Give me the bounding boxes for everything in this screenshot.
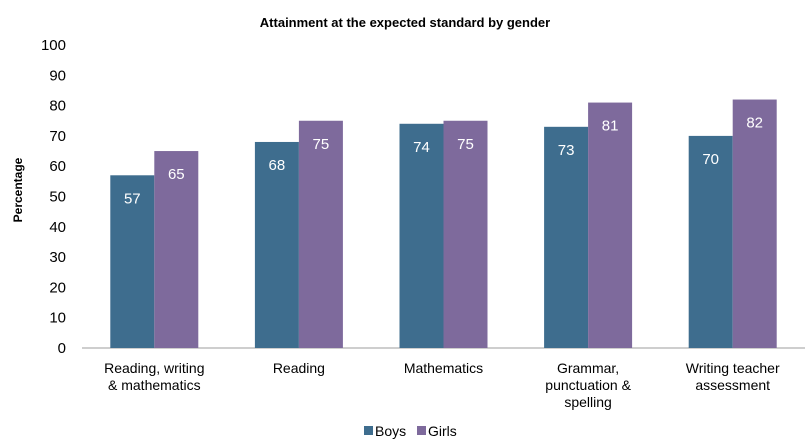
- data-label-boys-4: 73: [558, 142, 575, 159]
- y-tick-label: 40: [49, 219, 66, 236]
- y-tick-label: 70: [49, 128, 66, 145]
- y-tick-label: 60: [49, 158, 66, 175]
- y-tick-label: 50: [49, 189, 66, 206]
- category-label: Grammar, punctuation & spelling: [545, 360, 631, 410]
- data-label-girls-2: 75: [313, 136, 330, 153]
- bar-girls-4: [588, 103, 632, 348]
- y-tick-label: 80: [49, 98, 66, 115]
- legend-label-girls: Girls: [428, 423, 457, 439]
- y-tick-label: 20: [49, 279, 66, 296]
- category-label: Reading, writing & mathematics: [104, 360, 204, 393]
- data-label-girls-3: 75: [457, 136, 474, 153]
- legend-swatch-boys: [364, 426, 373, 435]
- legend-label-boys: Boys: [375, 423, 406, 439]
- data-label-girls-5: 82: [746, 115, 763, 132]
- data-label-boys-2: 68: [269, 157, 286, 174]
- data-label-girls-1: 65: [168, 166, 185, 183]
- legend-swatch-girls: [417, 426, 426, 435]
- category-label: Reading: [273, 360, 325, 376]
- bar-girls-5: [733, 100, 777, 348]
- bar-boys-4: [544, 127, 588, 348]
- y-tick-label: 90: [49, 67, 66, 84]
- category-label: Writing teacher assessment: [686, 360, 780, 393]
- y-tick-label: 30: [49, 249, 66, 266]
- bar-girls-2: [299, 121, 343, 348]
- bar-boys-3: [400, 124, 444, 348]
- data-label-girls-4: 81: [602, 118, 619, 135]
- category-label: Mathematics: [404, 360, 483, 376]
- y-axis-title: Percentage: [11, 157, 25, 222]
- bar-girls-3: [444, 121, 488, 348]
- y-tick-label: 10: [49, 310, 66, 327]
- data-label-boys-5: 70: [702, 151, 719, 168]
- chart-title: Attainment at the expected standard by g…: [260, 15, 550, 30]
- data-label-boys-1: 57: [124, 190, 141, 207]
- data-label-boys-3: 74: [413, 139, 430, 156]
- y-tick-label: 100: [41, 37, 66, 54]
- y-tick-label: 0: [58, 340, 66, 357]
